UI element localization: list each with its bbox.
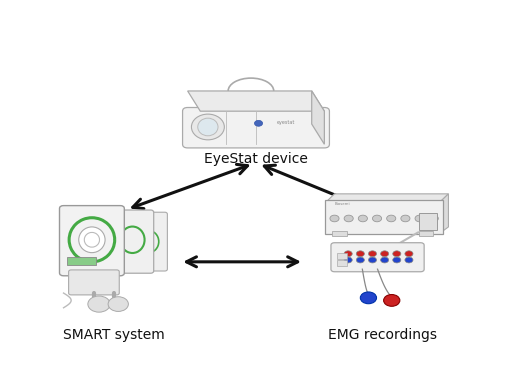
Circle shape [373, 215, 381, 222]
Circle shape [405, 251, 413, 257]
Text: EyeStat device: EyeStat device [204, 151, 308, 166]
Circle shape [405, 257, 413, 263]
Ellipse shape [191, 114, 224, 140]
Circle shape [393, 251, 401, 257]
Circle shape [330, 215, 339, 222]
Ellipse shape [79, 227, 105, 253]
Circle shape [344, 251, 352, 257]
Text: EMG recordings: EMG recordings [328, 328, 437, 342]
Circle shape [344, 215, 353, 222]
FancyBboxPatch shape [337, 260, 347, 266]
Circle shape [415, 215, 424, 222]
Polygon shape [312, 91, 325, 144]
FancyBboxPatch shape [419, 231, 433, 236]
FancyBboxPatch shape [332, 231, 347, 236]
Polygon shape [441, 194, 449, 232]
Text: eyestat: eyestat [277, 120, 295, 125]
Circle shape [387, 215, 396, 222]
FancyBboxPatch shape [69, 270, 119, 295]
Polygon shape [187, 91, 325, 111]
Text: Biosemi: Biosemi [334, 202, 350, 206]
Circle shape [380, 251, 389, 257]
Text: SMART system: SMART system [63, 328, 165, 342]
Circle shape [358, 215, 368, 222]
Ellipse shape [198, 118, 218, 136]
Circle shape [108, 297, 129, 311]
FancyBboxPatch shape [337, 253, 347, 259]
Circle shape [360, 292, 376, 304]
FancyBboxPatch shape [67, 257, 96, 265]
Circle shape [380, 257, 389, 263]
Circle shape [254, 120, 263, 126]
FancyBboxPatch shape [331, 243, 424, 272]
Circle shape [369, 251, 376, 257]
Circle shape [393, 257, 401, 263]
Circle shape [356, 257, 365, 263]
Circle shape [401, 215, 410, 222]
FancyBboxPatch shape [183, 107, 329, 148]
Circle shape [369, 257, 376, 263]
FancyBboxPatch shape [419, 213, 437, 230]
Circle shape [356, 251, 365, 257]
FancyBboxPatch shape [130, 212, 167, 271]
FancyBboxPatch shape [325, 200, 443, 234]
FancyBboxPatch shape [59, 206, 124, 276]
Circle shape [88, 296, 110, 312]
Circle shape [383, 295, 400, 306]
Circle shape [429, 215, 438, 222]
Circle shape [344, 257, 352, 263]
FancyBboxPatch shape [111, 210, 154, 273]
Polygon shape [327, 194, 449, 201]
